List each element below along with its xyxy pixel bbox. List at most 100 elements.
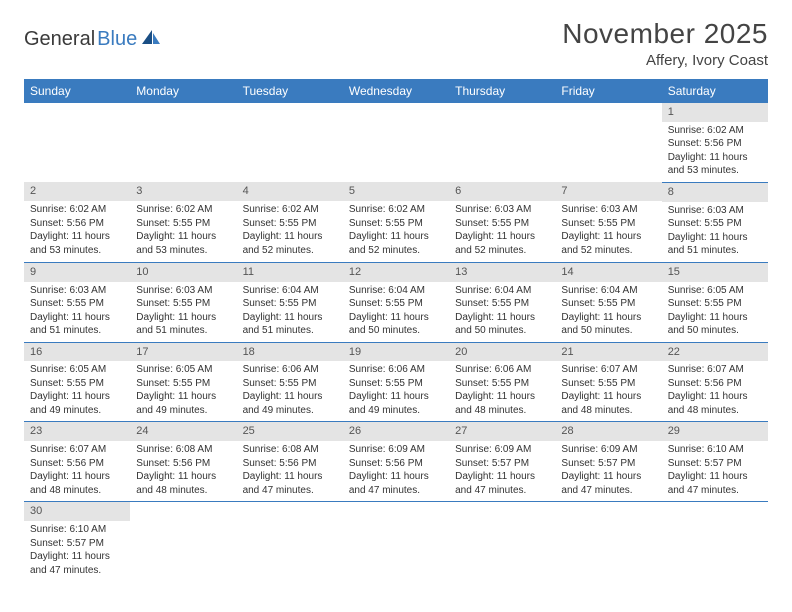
day-body: Sunrise: 6:02 AMSunset: 5:55 PMDaylight:… [130,201,236,261]
sunrise-text: Sunrise: 6:03 AM [136,284,230,298]
calendar-cell [449,502,555,581]
calendar-cell: 15Sunrise: 6:05 AMSunset: 5:55 PMDayligh… [662,262,768,342]
day-body: Sunrise: 6:07 AMSunset: 5:56 PMDaylight:… [662,361,768,421]
calendar-cell: 21Sunrise: 6:07 AMSunset: 5:55 PMDayligh… [555,342,661,422]
sunrise-text: Sunrise: 6:06 AM [349,363,443,377]
day-number: 1 [662,103,768,122]
day-number: 10 [130,263,236,282]
day-body: Sunrise: 6:06 AMSunset: 5:55 PMDaylight:… [343,361,449,421]
calendar-cell [237,502,343,581]
sunrise-text: Sunrise: 6:09 AM [349,443,443,457]
sunset-text: Sunset: 5:55 PM [561,217,655,231]
day-body: Sunrise: 6:04 AMSunset: 5:55 PMDaylight:… [237,282,343,342]
daylight-text: Daylight: 11 hours and 53 minutes. [668,151,762,178]
day-number: 16 [24,343,130,362]
sunrise-text: Sunrise: 6:09 AM [561,443,655,457]
calendar-cell [130,103,236,182]
day-number: 9 [24,263,130,282]
sunset-text: Sunset: 5:55 PM [136,297,230,311]
day-number: 19 [343,343,449,362]
sunrise-text: Sunrise: 6:02 AM [30,203,124,217]
calendar-cell: 23Sunrise: 6:07 AMSunset: 5:56 PMDayligh… [24,422,130,502]
calendar-row: 23 Sunrise: 6:07 AM Sunset: 5:56 PM Dayligh… [24,422,768,502]
sunrise-text: Sunrise: 6:10 AM [30,523,124,537]
title-block: November 2025 Affery, Ivory Coast [562,18,768,69]
day-body: Sunrise: 6:02 AMSunset: 5:55 PMDaylight:… [343,201,449,261]
day-body: Sunrise: 6:09 AMSunset: 5:56 PMDaylight:… [343,441,449,501]
day-body: Sunrise: 6:03 AMSunset: 5:55 PMDaylight:… [449,201,555,261]
day-body: Sunrise: 6:02 AMSunset: 5:55 PMDaylight:… [237,201,343,261]
sunrise-text: Sunrise: 6:07 AM [668,363,762,377]
day-number: 25 [237,422,343,441]
daylight-text: Daylight: 11 hours and 49 minutes. [30,390,124,417]
day-body: Sunrise: 6:09 AMSunset: 5:57 PMDaylight:… [555,441,661,501]
sunset-text: Sunset: 5:56 PM [30,217,124,231]
daylight-text: Daylight: 11 hours and 51 minutes. [136,311,230,338]
sunset-text: Sunset: 5:55 PM [561,377,655,391]
logo: GeneralBlue [24,18,161,51]
day-body: Sunrise: 6:03 AMSunset: 5:55 PMDaylight:… [130,282,236,342]
sunrise-text: Sunrise: 6:02 AM [668,124,762,138]
calendar-cell: 25Sunrise: 6:08 AMSunset: 5:56 PMDayligh… [237,422,343,502]
day-body: Sunrise: 6:08 AMSunset: 5:56 PMDaylight:… [130,441,236,501]
day-body: Sunrise: 6:03 AMSunset: 5:55 PMDaylight:… [555,201,661,261]
sunset-text: Sunset: 5:56 PM [668,377,762,391]
sunrise-text: Sunrise: 6:02 AM [349,203,443,217]
day-number: 12 [343,263,449,282]
daylight-text: Daylight: 11 hours and 50 minutes. [349,311,443,338]
page-header: GeneralBlue November 2025 Affery, Ivory … [24,18,768,69]
day-number: 4 [237,182,343,201]
daylight-text: Daylight: 11 hours and 52 minutes. [455,230,549,257]
day-body: Sunrise: 6:04 AMSunset: 5:55 PMDaylight:… [343,282,449,342]
day-number: 6 [449,182,555,201]
daylight-text: Daylight: 11 hours and 47 minutes. [561,470,655,497]
day-body: Sunrise: 6:05 AMSunset: 5:55 PMDaylight:… [662,282,768,342]
sunrise-text: Sunrise: 6:02 AM [243,203,337,217]
calendar-cell: 22Sunrise: 6:07 AMSunset: 5:56 PMDayligh… [662,342,768,422]
calendar-row: 16Sunrise: 6:05 AMSunset: 5:55 PMDayligh… [24,342,768,422]
sunset-text: Sunset: 5:55 PM [243,217,337,231]
calendar-cell [555,502,661,581]
day-body: Sunrise: 6:04 AMSunset: 5:55 PMDaylight:… [449,282,555,342]
sunset-text: Sunset: 5:56 PM [349,457,443,471]
day-number: 8 [662,183,768,202]
day-number: 23 [24,422,130,441]
day-body: Sunrise: 6:08 AMSunset: 5:56 PMDaylight:… [237,441,343,501]
weekday-header: Friday [555,79,661,103]
day-number: 13 [449,263,555,282]
day-body: Sunrise: 6:06 AMSunset: 5:55 PMDaylight:… [449,361,555,421]
day-body: Sunrise: 6:07 AMSunset: 5:55 PMDaylight:… [555,361,661,421]
daylight-text: Daylight: 11 hours and 47 minutes. [668,470,762,497]
logo-text-dark: General [24,28,95,51]
calendar-head: SundayMondayTuesdayWednesdayThursdayFrid… [24,79,768,103]
day-number: 3 [130,182,236,201]
day-number: 30 [24,502,130,521]
sunrise-text: Sunrise: 6:07 AM [30,443,124,457]
calendar-cell: 10Sunrise: 6:03 AMSunset: 5:55 PMDayligh… [130,262,236,342]
daylight-text: Daylight: 11 hours and 52 minutes. [349,230,443,257]
sunrise-text: Sunrise: 6:05 AM [668,284,762,298]
sunset-text: Sunset: 5:56 PM [668,137,762,151]
sunset-text: Sunset: 5:55 PM [30,297,124,311]
sail-icon [141,29,161,50]
calendar-cell [343,103,449,182]
calendar-cell [555,103,661,182]
calendar-cell: 28Sunrise: 6:09 AMSunset: 5:57 PMDayligh… [555,422,661,502]
day-body: Sunrise: 6:09 AMSunset: 5:57 PMDaylight:… [449,441,555,501]
daylight-text: Daylight: 11 hours and 48 minutes. [561,390,655,417]
sunrise-text: Sunrise: 6:02 AM [136,203,230,217]
calendar-cell: 6Sunrise: 6:03 AMSunset: 5:55 PMDaylight… [449,182,555,262]
calendar-cell: 29Sunrise: 6:10 AMSunset: 5:57 PMDayligh… [662,422,768,502]
calendar-row: 30Sunrise: 6:10 AMSunset: 5:57 PMDayligh… [24,502,768,581]
sunrise-text: Sunrise: 6:03 AM [561,203,655,217]
weekday-header: Monday [130,79,236,103]
sunset-text: Sunset: 5:55 PM [136,377,230,391]
daylight-text: Daylight: 11 hours and 49 minutes. [136,390,230,417]
calendar-table: SundayMondayTuesdayWednesdayThursdayFrid… [24,79,768,581]
calendar-cell: 5Sunrise: 6:02 AMSunset: 5:55 PMDaylight… [343,182,449,262]
daylight-text: Daylight: 11 hours and 48 minutes. [136,470,230,497]
day-body: Sunrise: 6:05 AMSunset: 5:55 PMDaylight:… [130,361,236,421]
sunrise-text: Sunrise: 6:05 AM [30,363,124,377]
calendar-row: 2Sunrise: 6:02 AMSunset: 5:56 PMDaylight… [24,182,768,262]
day-number: 22 [662,343,768,362]
